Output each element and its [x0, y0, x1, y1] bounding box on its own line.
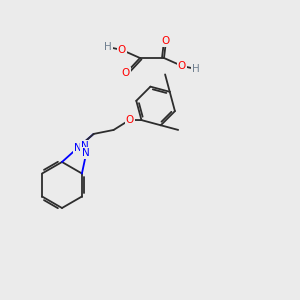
Text: O: O [122, 68, 130, 78]
Text: O: O [125, 115, 134, 125]
Text: N: N [81, 141, 88, 151]
Text: H: H [104, 42, 112, 52]
Text: O: O [178, 61, 186, 71]
Text: O: O [118, 45, 126, 55]
Text: H: H [192, 64, 200, 74]
Text: O: O [162, 36, 170, 46]
Text: N: N [74, 143, 82, 153]
Text: N: N [82, 148, 90, 158]
